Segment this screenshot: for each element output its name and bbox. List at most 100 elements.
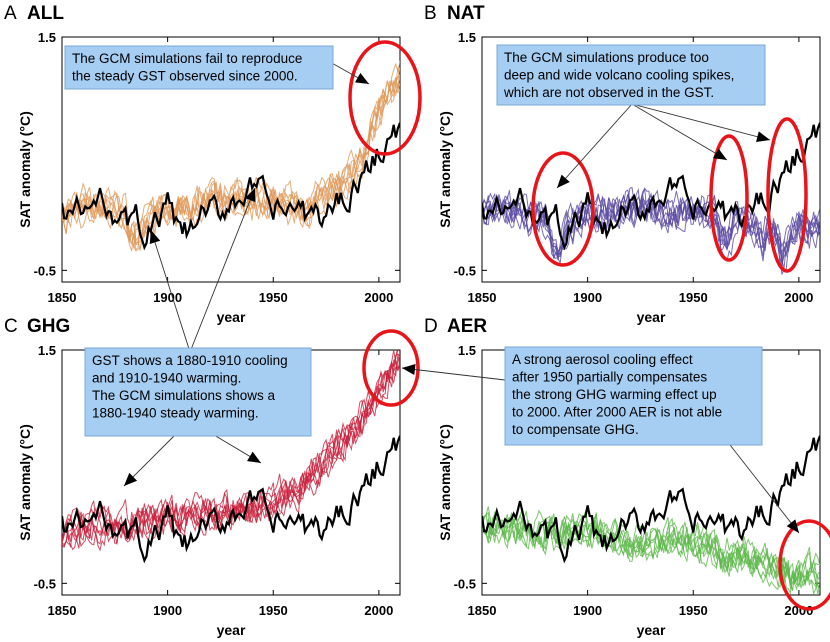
simulation-line [482,193,820,264]
annotation-box-c: GST shows a 1880-1910 cooling and 1910-19… [84,347,312,437]
annotation-line: to 2000. After 2000 AER is not able [512,405,722,420]
x-tick-label: 1950 [259,290,288,305]
x-tick-label: 2000 [364,603,393,618]
y-tick-label: -0.5 [34,576,56,591]
annotation-box-d: A strong aerosol cooling effect after 195… [504,346,763,446]
x-axis-label: year [637,309,666,325]
arrowhead [247,451,261,463]
annotation-line: The GCM simulations fail to reproduce [72,51,302,66]
highlight-ring [348,40,422,156]
annotation-line: A strong aerosol cooling effect [512,352,693,367]
annotation-background [504,346,763,446]
simulation-line [482,509,820,586]
x-tick-label: 2000 [784,290,813,305]
observed-line [62,435,400,564]
y-tick-label: 1.5 [38,343,56,358]
panel-nat: B NAT 1850 1900 1950 2000 -0.5 1.5 year SAT anoma… [424,3,821,325]
pointer-line [631,103,771,141]
annotation-background [64,45,334,90]
simulation-line [62,83,400,237]
x-tick-label: 1900 [573,290,602,305]
annotation-line: GST shows a 1880-1910 cooling [92,353,288,368]
y-tick-label: -0.5 [34,263,56,278]
simulation-line [482,192,820,261]
x-tick-label: 1900 [153,603,182,618]
arrowhead [402,364,416,375]
arrowhead [245,188,256,203]
annotation-line: The GCM simulations produce too [504,50,709,65]
pointer-line [631,103,728,161]
annotation-box-b: The GCM simulations produce too deep and … [496,44,766,106]
panel-letter: B [424,3,437,24]
panel-title: NAT [447,3,485,24]
y-axis-label: SAT anomaly (°C) [17,111,33,228]
panel-title: AER [447,316,487,337]
panel-title: GHG [27,316,70,337]
y-axis-label: SAT anomaly (°C) [17,424,33,541]
panel-letter: C [4,316,18,337]
x-tick-label: 1900 [573,603,602,618]
highlight-ring [709,134,749,262]
plot-frame [61,36,401,283]
observed-line [482,122,820,251]
highlight-ring [766,117,808,273]
annotation-background [84,347,312,437]
arrowhead [354,72,369,84]
annotation-line: and 1910-1940 warming. [92,371,241,386]
highlight-ring [531,151,595,267]
x-tick-label: 2000 [364,290,393,305]
annotation-line: the steady GST observed since 2000. [72,69,298,84]
x-tick-label: 1850 [468,603,497,618]
arrowhead [124,472,138,486]
x-tick-label: 1950 [679,290,708,305]
panel-letter: A [4,3,17,24]
simulation-line [62,350,400,552]
annotation-background [496,44,766,106]
x-tick-label: 1850 [48,290,77,305]
simulation-line [482,509,820,591]
y-tick-label: 1.5 [458,343,476,358]
simulation-line [482,511,820,591]
y-axis-label: SAT anomaly (°C) [437,424,453,541]
simulation-line [62,354,400,540]
observed-line [482,435,820,564]
y-axis-label: SAT anomaly (°C) [437,111,453,228]
x-axis-label: year [217,309,246,325]
annotation-line: which are not observed in the GST. [503,85,714,100]
x-tick-label: 1950 [259,603,288,618]
panel-aer: D AER 1850 1900 1950 2000 -0.5 1.5 year SAT anoma… [424,316,821,638]
simulation-line [482,506,820,595]
annotation-line: the strong GHG warming effect up [512,387,717,402]
x-tick-label: 1900 [153,290,182,305]
x-axis-label: year [637,622,666,638]
panel-ghg: C GHG 1850 1900 1950 2000 -0.5 1.5 year SAT anoma… [4,316,401,638]
plot-frame [481,36,821,283]
pointer-line [401,367,506,381]
annotation-line: 1880-1940 steady warming. [92,406,259,421]
pointer-line [189,187,256,353]
simulation-line [482,514,820,591]
pointer-line [722,435,800,534]
arrowhead [756,131,770,143]
observed-line [62,122,400,251]
y-tick-label: 1.5 [38,30,56,45]
y-tick-label: -0.5 [454,263,476,278]
annotation-line: deep and wide volcano cooling spikes, [504,68,734,83]
panel-title: ALL [27,3,64,24]
arrowhead [149,230,161,245]
x-axis-label: year [217,622,246,638]
arrowhead [786,519,799,533]
x-tick-label: 1850 [468,290,497,305]
x-tick-label: 1850 [48,603,77,618]
x-tick-label: 1950 [679,603,708,618]
x-tick-label: 2000 [784,603,813,618]
arrowhead [713,148,727,160]
arrowhead [557,174,570,188]
annotation-line: The GCM simulations shows a [92,388,276,403]
pointer-line [556,103,633,189]
highlight-ring [362,329,420,407]
panel-all: A ALL 1850 1900 1950 2000 -0.5 1.5 year SAT anoma… [4,3,401,325]
annotation-line: to compensate GHG. [512,422,639,437]
y-tick-label: 1.5 [458,30,476,45]
